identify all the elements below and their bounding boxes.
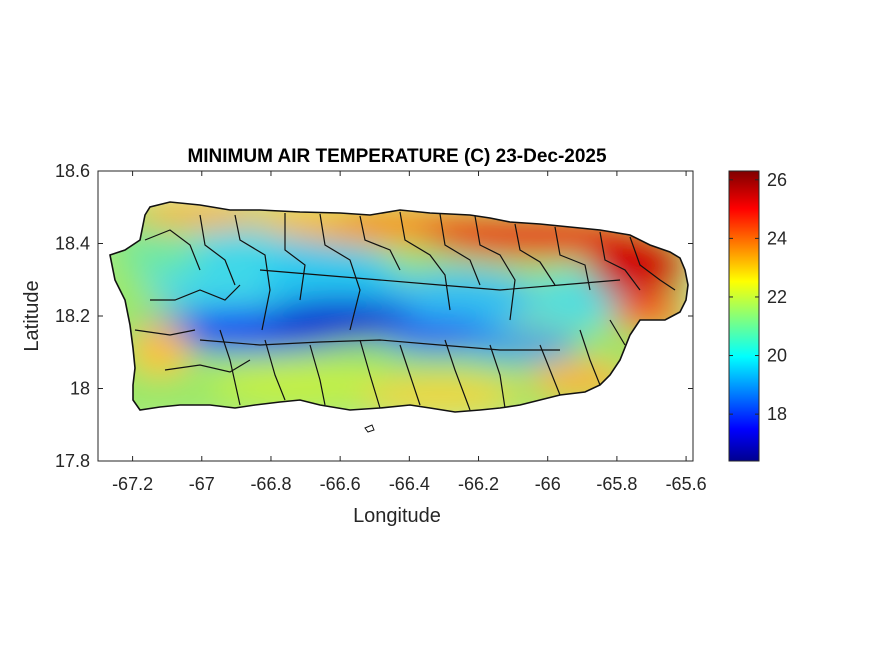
x-axis: -67.2 -67 -66.8 -66.6 -66.4 -66.2 -66 -65.8 -65.… bbox=[112, 171, 707, 494]
x-tick-label: -66 bbox=[535, 474, 561, 494]
y-tick-label: 18.4 bbox=[55, 234, 90, 254]
x-axis-label: Longitude bbox=[353, 505, 441, 527]
colorbar-tick-label: 22 bbox=[767, 287, 787, 307]
colorbar-tick-label: 20 bbox=[767, 346, 787, 366]
x-tick-label: -65.8 bbox=[596, 474, 637, 494]
municipal-boundaries bbox=[109, 201, 689, 413]
chart-title: MINIMUM AIR TEMPERATURE (C) 23-Dec-2025 bbox=[187, 146, 607, 167]
islet-caja-de-muertos bbox=[364, 424, 375, 433]
colorbar-tick-label: 24 bbox=[767, 228, 787, 248]
x-tick-label: -66.4 bbox=[389, 474, 430, 494]
x-tick-label: -66.6 bbox=[320, 474, 361, 494]
colorbar-tick-label: 18 bbox=[767, 404, 787, 424]
x-tick-label: -67 bbox=[189, 474, 215, 494]
y-tick-label: 17.8 bbox=[55, 451, 90, 471]
y-axis-label: Latitude bbox=[21, 280, 43, 351]
y-tick-label: 18.2 bbox=[55, 306, 90, 326]
x-tick-label: -67.2 bbox=[112, 474, 153, 494]
x-tick-label: -66.2 bbox=[458, 474, 499, 494]
y-tick-label: 18 bbox=[70, 379, 90, 399]
colorbar-ticks: 18 20 22 24 26 bbox=[729, 170, 787, 424]
colorbar bbox=[728, 170, 760, 462]
x-tick-label: -65.6 bbox=[666, 474, 707, 494]
y-tick-label: 18.6 bbox=[55, 161, 90, 181]
colorbar-tick-label: 26 bbox=[767, 170, 787, 190]
y-axis: 17.8 18 18.2 18.4 18.6 bbox=[55, 161, 693, 471]
x-tick-label: -66.8 bbox=[250, 474, 291, 494]
